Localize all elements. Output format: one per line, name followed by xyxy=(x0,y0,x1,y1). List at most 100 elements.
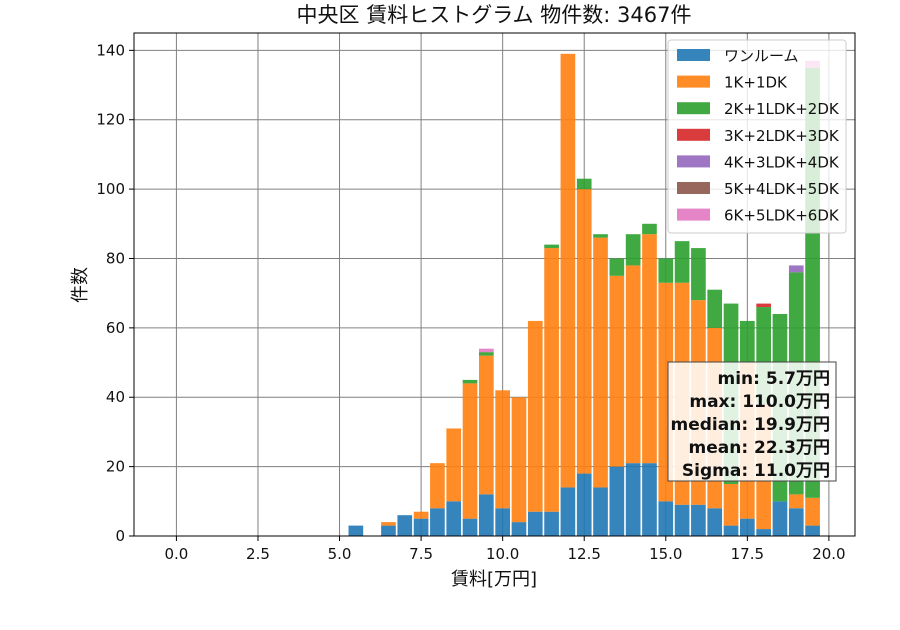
legend-label: 1K+1DK xyxy=(724,74,788,92)
legend-swatch xyxy=(677,208,710,221)
x-tick-label: 7.5 xyxy=(409,545,433,563)
bar-segment xyxy=(788,265,804,273)
chart-title: 中央区 賃料ヒストグラム 物件数: 3467件 xyxy=(297,3,692,27)
bar-segment xyxy=(740,320,755,363)
bar-segment xyxy=(723,483,739,526)
bar-segment xyxy=(495,390,510,509)
bar-segment xyxy=(609,466,625,536)
bar-segment xyxy=(609,275,625,467)
bar-segment xyxy=(462,383,478,519)
bar-segment xyxy=(805,497,820,526)
bar-segment xyxy=(788,494,804,509)
bar-segment xyxy=(544,244,559,249)
bar-segment xyxy=(430,508,445,536)
x-tick-label: 10.0 xyxy=(486,545,519,563)
bar-segment xyxy=(479,348,494,353)
bar-segment xyxy=(446,501,462,536)
y-axis-label: 件数 xyxy=(70,267,91,303)
legend-swatch xyxy=(677,75,710,88)
x-tick-label: 0.0 xyxy=(164,545,188,563)
bar-segment xyxy=(560,487,576,536)
legend-label: 3K+2LDK+3DK xyxy=(724,127,840,145)
bar-segment xyxy=(625,234,641,266)
y-tick-label: 60 xyxy=(106,319,125,337)
bar-segment xyxy=(593,234,608,238)
y-tick-label: 40 xyxy=(106,388,125,406)
bar-segment xyxy=(593,237,608,488)
legend-box xyxy=(667,39,847,234)
y-tick-label: 100 xyxy=(96,180,125,198)
y-tick-label: 140 xyxy=(96,41,125,59)
stats-line: max: 110.0万円 xyxy=(689,392,830,412)
bar-segment xyxy=(511,522,527,536)
legend-label: 4K+3LDK+4DK xyxy=(724,153,840,171)
bar-segment xyxy=(625,463,641,536)
bar-segment xyxy=(479,352,494,356)
bar-segment xyxy=(527,511,543,536)
y-tick-label: 0 xyxy=(115,527,125,545)
bar-segment xyxy=(642,463,657,536)
bar-segment xyxy=(658,258,674,283)
bar-segment xyxy=(495,508,510,536)
stats-box: min: 5.7万円 max: 110.0万円 median: 19.9万円 mean… xyxy=(667,361,837,482)
legend: ワンルーム 1K+1DK 2K+1LDK+2DK 3K+2LDK+3DK 4K+3LDK… xyxy=(667,39,847,234)
bar-segment xyxy=(544,248,559,512)
bar-segment xyxy=(674,241,690,283)
bar-segment xyxy=(479,355,494,495)
bar-segment xyxy=(772,501,788,536)
bar-segment xyxy=(381,522,396,526)
legend-swatch xyxy=(677,102,710,115)
bar-segment xyxy=(756,529,771,536)
stats-line: Sigma: 11.0万円 xyxy=(682,461,830,481)
bar-segment xyxy=(691,248,706,301)
bar-segment xyxy=(462,379,478,384)
bar-segment xyxy=(413,518,429,536)
bar-segment xyxy=(576,473,592,536)
bar-segment xyxy=(658,501,674,536)
y-tick-label: 80 xyxy=(106,249,125,267)
bar-segment xyxy=(397,515,413,536)
bar-segment xyxy=(642,223,657,235)
bar-segment xyxy=(462,518,478,536)
x-axis-label: 賃料[万円] xyxy=(451,569,537,590)
bar-segment xyxy=(723,525,739,536)
bar-segment xyxy=(381,525,396,536)
bar-segment xyxy=(413,511,429,519)
x-tick-label: 12.5 xyxy=(568,545,601,563)
bar-segment xyxy=(625,265,641,464)
bar-segment xyxy=(707,289,723,328)
bar-segment xyxy=(446,428,462,502)
stats-line: mean: 22.3万円 xyxy=(689,438,830,458)
bar-segment xyxy=(609,258,625,276)
legend-label: 5K+4LDK+5DK xyxy=(724,180,840,198)
stats-box-frame xyxy=(667,361,837,482)
y-tick-label: 20 xyxy=(106,458,125,476)
plot-frame xyxy=(133,32,856,537)
bar-segment xyxy=(527,320,543,512)
bar-segment xyxy=(544,511,559,536)
legend-swatch xyxy=(677,155,710,168)
bar-segment xyxy=(674,504,690,536)
legend-label: ワンルーム xyxy=(724,47,799,65)
bar-segment xyxy=(348,525,364,536)
x-tick-label: 5.0 xyxy=(328,545,352,563)
bar-segment xyxy=(479,494,494,536)
bar-segment xyxy=(642,234,657,464)
stats-line: median: 19.9万円 xyxy=(671,415,830,435)
bar-segment xyxy=(691,504,706,536)
legend-swatch xyxy=(677,182,710,194)
bar-segment xyxy=(788,508,804,536)
bar-segment xyxy=(805,525,820,536)
bar-segment xyxy=(593,487,608,536)
y-tick-label: 120 xyxy=(96,111,125,129)
legend-label: 6K+5LDK+6DK xyxy=(724,207,840,225)
bar-segment xyxy=(430,463,445,509)
x-tick-label: 17.5 xyxy=(731,545,764,563)
bar-segment xyxy=(560,53,576,488)
bar-segment xyxy=(756,303,771,308)
legend-swatch xyxy=(677,49,710,61)
y-tick-labels: 0 20 40 60 80 100 120 140 xyxy=(96,41,134,545)
legend-label: 2K+1LDK+2DK xyxy=(724,100,840,118)
legend-swatch xyxy=(677,128,710,141)
